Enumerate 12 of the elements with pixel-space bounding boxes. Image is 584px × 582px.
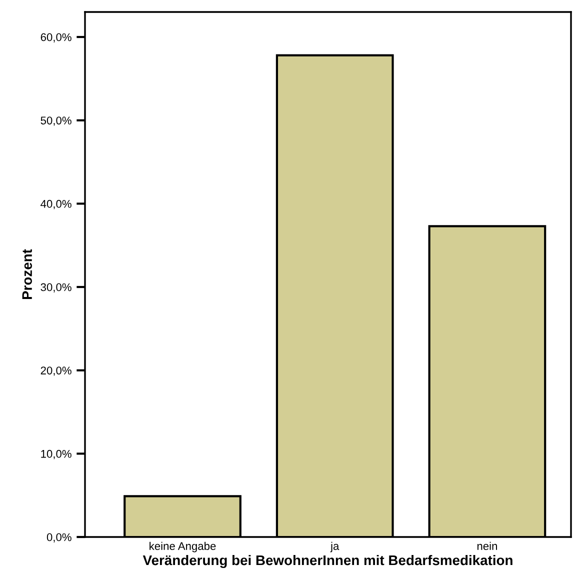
y-tick-label: 10,0% bbox=[41, 450, 72, 460]
y-tick-label: 50,0% bbox=[40, 116, 72, 126]
y-tick-label: 40,0% bbox=[40, 200, 72, 210]
y-tick-label: 30,0% bbox=[40, 283, 72, 292]
x-tick-label: keine Angabe bbox=[150, 542, 216, 552]
y-tick-label: 0,0% bbox=[46, 533, 72, 542]
y-tick-label: 60,0% bbox=[40, 33, 72, 42]
x-axis-title: Veränderung bei BewohnerInnen mit Bedarfsmedikation bbox=[142, 554, 512, 568]
y-axis-title: Prozent bbox=[22, 249, 32, 300]
x-tick-label: nein bbox=[477, 542, 497, 550]
x-tick-label: ja bbox=[330, 542, 340, 552]
y-tick-label: 20,0% bbox=[40, 366, 72, 376]
